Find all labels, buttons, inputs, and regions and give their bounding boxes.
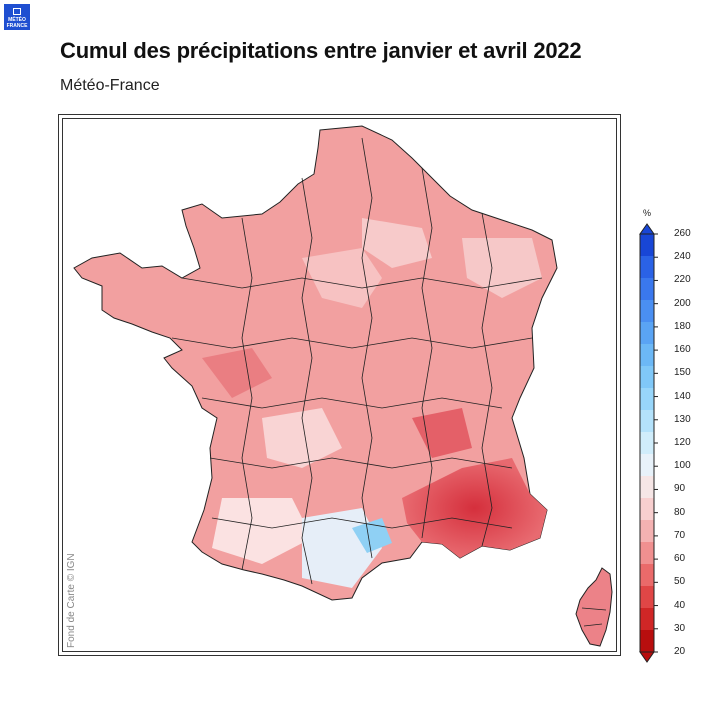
- legend-tick-label: 20: [674, 646, 686, 657]
- legend-swatch: [640, 256, 654, 278]
- legend-arrow-top: [639, 223, 655, 235]
- legend-swatch: [640, 498, 654, 520]
- page-title: Cumul des précipitations entre janvier e…: [60, 38, 582, 63]
- legend-swatch: [640, 432, 654, 454]
- legend-swatch: [640, 322, 654, 344]
- legend-swatch: [640, 344, 654, 366]
- legend-swatch: [640, 388, 654, 410]
- map-frame: [58, 114, 621, 656]
- legend-swatch: [640, 520, 654, 542]
- legend-tick-label: 260: [674, 228, 691, 239]
- legend-tick-label: 160: [674, 344, 691, 356]
- legend-swatch: [640, 608, 654, 630]
- legend-tick-label: 90: [674, 483, 686, 495]
- legend-swatch: [640, 300, 654, 322]
- legend-tick-label: 220: [674, 274, 691, 286]
- legend-tick-label: 70: [674, 529, 686, 541]
- page-subtitle: Météo-France: [60, 77, 160, 94]
- legend-swatch: [640, 586, 654, 608]
- legend-swatch: [640, 630, 654, 652]
- corsica: [575, 567, 613, 647]
- legend-tick-label: 140: [674, 390, 691, 402]
- legend-tick-label: 80: [674, 506, 686, 518]
- legend-tick-label: 30: [674, 622, 686, 634]
- meteo-france-logo: MÉTÉO FRANCE: [4, 4, 30, 30]
- legend-swatch: [640, 234, 654, 256]
- legend-tick-label: 200: [674, 297, 691, 309]
- legend-swatch: [640, 410, 654, 432]
- legend-tick-label: 40: [674, 599, 686, 611]
- legend-tick-label: 60: [674, 553, 686, 565]
- legend-swatch: [640, 278, 654, 300]
- legend-tick-label: 100: [674, 460, 691, 472]
- legend-swatch: [640, 476, 654, 498]
- legend-tick-label: 150: [674, 367, 691, 379]
- legend-swatch: [640, 564, 654, 586]
- legend-tick-label: 50: [674, 576, 686, 588]
- precipitation-map: [73, 125, 613, 647]
- legend-arrow-bottom: [639, 651, 655, 663]
- color-legend: [639, 223, 658, 663]
- legend-swatch: [640, 542, 654, 564]
- legend-swatch: [640, 454, 654, 476]
- legend-tick-label: 240: [674, 251, 691, 263]
- legend-swatch: [640, 366, 654, 388]
- legend-tick-label: 120: [674, 437, 691, 448]
- legend-unit: %: [643, 208, 652, 218]
- legend-tick-label: 180: [674, 320, 691, 332]
- legend-tick-label: 130: [674, 413, 691, 425]
